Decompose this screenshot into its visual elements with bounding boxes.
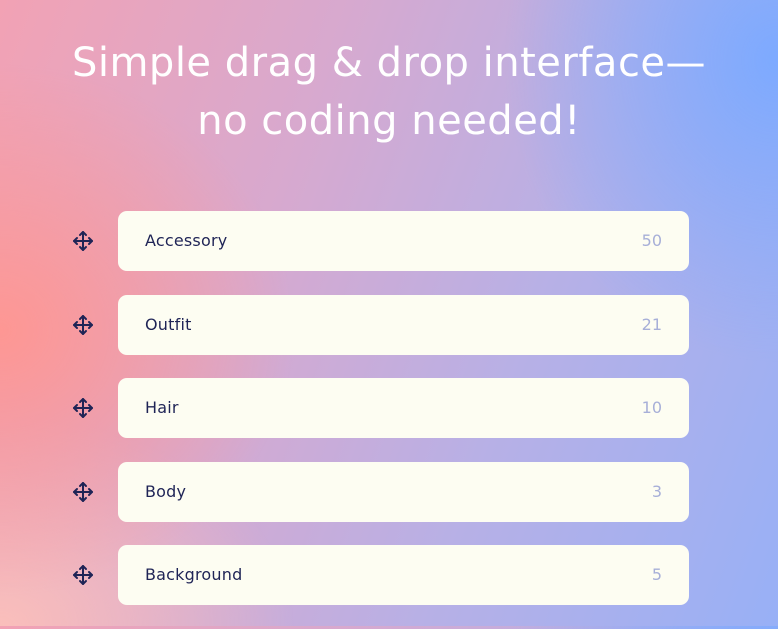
- layer-row-background[interactable]: Background 5: [0, 545, 778, 605]
- drag-move-icon[interactable]: [72, 397, 94, 419]
- drag-move-icon[interactable]: [72, 230, 94, 252]
- layer-row-outfit[interactable]: Outfit 21: [0, 294, 778, 355]
- headline: Simple drag & drop interface— no coding …: [0, 34, 778, 150]
- layer-label: Hair: [145, 398, 179, 417]
- layer-label: Accessory: [145, 231, 228, 250]
- layer-count: 10: [641, 398, 662, 417]
- layer-card[interactable]: Accessory 50: [118, 211, 689, 271]
- layer-row-accessory[interactable]: Accessory 50: [0, 211, 778, 271]
- layer-label: Outfit: [145, 314, 192, 334]
- layer-card[interactable]: Outfit 21: [118, 294, 689, 355]
- layer-row-hair[interactable]: Hair 10: [0, 378, 778, 438]
- layer-list: Accessory 50 Outfit 21: [0, 211, 778, 629]
- layer-count: 3: [651, 481, 662, 501]
- layer-row-body[interactable]: Body 3: [0, 461, 778, 522]
- layer-card[interactable]: Body 3: [118, 461, 689, 522]
- drag-move-icon[interactable]: [72, 314, 94, 336]
- layer-count: 21: [641, 314, 662, 334]
- drag-move-icon[interactable]: [72, 481, 94, 503]
- layer-label: Background: [145, 565, 243, 584]
- drag-move-icon[interactable]: [72, 564, 94, 586]
- headline-line-2: no coding needed!: [197, 98, 581, 144]
- layer-card[interactable]: Background 5: [118, 545, 689, 605]
- headline-line-1: Simple drag & drop interface—: [71, 40, 707, 86]
- layer-count: 5: [651, 565, 662, 584]
- layer-count: 50: [641, 231, 662, 250]
- layer-label: Body: [145, 481, 187, 501]
- layer-card[interactable]: Hair 10: [118, 378, 689, 438]
